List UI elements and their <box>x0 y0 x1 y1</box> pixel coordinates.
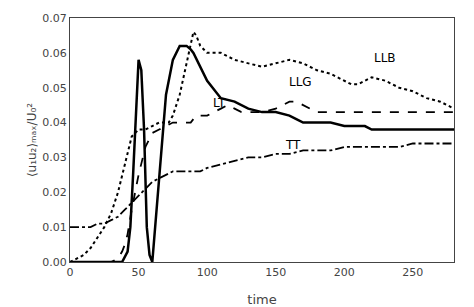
svg-text:LT: LT <box>213 96 226 110</box>
svg-text:0.00: 0.00 <box>42 256 67 269</box>
svg-text:250: 250 <box>402 266 423 279</box>
svg-text:TT: TT <box>285 138 301 152</box>
svg-text:0.04: 0.04 <box>42 116 67 129</box>
svg-text:100: 100 <box>197 266 218 279</box>
svg-text:0.02: 0.02 <box>42 186 67 199</box>
svg-text:0.03: 0.03 <box>42 151 67 164</box>
svg-text:0.07: 0.07 <box>42 12 67 25</box>
svg-text:50: 50 <box>132 266 146 279</box>
svg-text:⟨u₁u₂⟩ₘₐₓ/U₀²: ⟨u₁u₂⟩ₘₐₓ/U₀² <box>25 103 39 177</box>
svg-text:0: 0 <box>67 266 74 279</box>
svg-text:150: 150 <box>265 266 286 279</box>
svg-text:0.06: 0.06 <box>42 47 67 60</box>
svg-text:LLB: LLB <box>374 51 396 65</box>
svg-text:0.05: 0.05 <box>42 82 67 95</box>
svg-text:200: 200 <box>334 266 355 279</box>
svg-text:time: time <box>247 292 276 307</box>
svg-text:LLG: LLG <box>289 75 312 89</box>
svg-text:0.01: 0.01 <box>42 221 67 234</box>
